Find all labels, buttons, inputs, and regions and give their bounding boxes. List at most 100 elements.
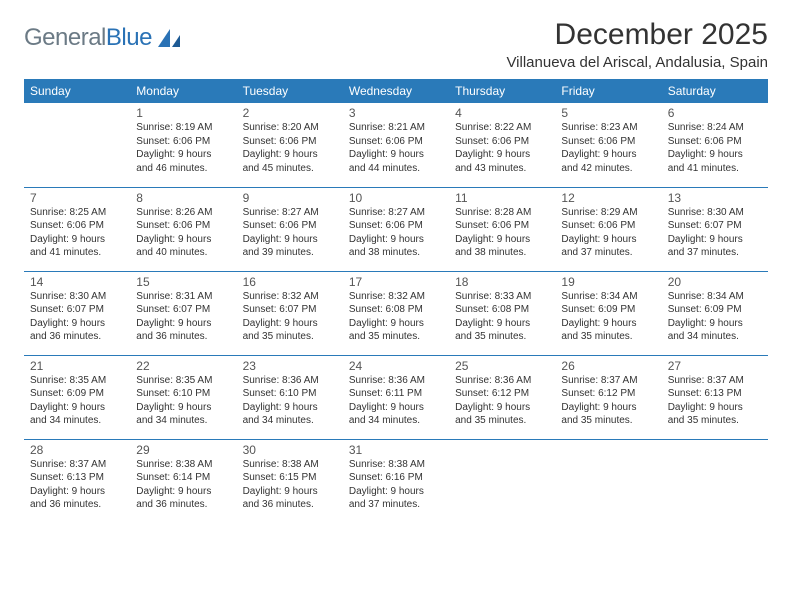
day-number: 26 [561,359,655,373]
calendar-day-cell: 21Sunrise: 8:35 AMSunset: 6:09 PMDayligh… [24,355,130,439]
day-number: 30 [243,443,337,457]
day-number: 31 [349,443,443,457]
day-number: 22 [136,359,230,373]
calendar-day-cell: 8Sunrise: 8:26 AMSunset: 6:06 PMDaylight… [130,187,236,271]
day-number: 13 [668,191,762,205]
day-number: 16 [243,275,337,289]
day-info: Sunrise: 8:24 AMSunset: 6:06 PMDaylight:… [668,121,762,175]
day-info: Sunrise: 8:36 AMSunset: 6:12 PMDaylight:… [455,374,549,428]
weekday-header: Thursday [449,79,555,103]
calendar-day-cell: 14Sunrise: 8:30 AMSunset: 6:07 PMDayligh… [24,271,130,355]
day-number: 24 [349,359,443,373]
day-info: Sunrise: 8:30 AMSunset: 6:07 PMDaylight:… [668,206,762,260]
page-title: December 2025 [506,18,768,52]
day-info: Sunrise: 8:28 AMSunset: 6:06 PMDaylight:… [455,206,549,260]
calendar-week-row: 28Sunrise: 8:37 AMSunset: 6:13 PMDayligh… [24,439,768,523]
logo-word-1: General [24,24,106,51]
weekday-header: Saturday [662,79,768,103]
day-number: 3 [349,106,443,120]
day-info: Sunrise: 8:37 AMSunset: 6:12 PMDaylight:… [561,374,655,428]
calendar-day-cell: 19Sunrise: 8:34 AMSunset: 6:09 PMDayligh… [555,271,661,355]
calendar-day-cell: 6Sunrise: 8:24 AMSunset: 6:06 PMDaylight… [662,103,768,187]
day-number: 27 [668,359,762,373]
calendar-day-cell: 29Sunrise: 8:38 AMSunset: 6:14 PMDayligh… [130,439,236,523]
day-number: 8 [136,191,230,205]
day-number: 15 [136,275,230,289]
weekday-header: Friday [555,79,661,103]
day-info: Sunrise: 8:32 AMSunset: 6:07 PMDaylight:… [243,290,337,344]
calendar-day-cell [662,439,768,523]
day-info: Sunrise: 8:35 AMSunset: 6:09 PMDaylight:… [30,374,124,428]
location-text: Villanueva del Ariscal, Andalusia, Spain [506,54,768,71]
day-number: 2 [243,106,337,120]
day-number: 18 [455,275,549,289]
day-info: Sunrise: 8:34 AMSunset: 6:09 PMDaylight:… [668,290,762,344]
day-info: Sunrise: 8:37 AMSunset: 6:13 PMDaylight:… [668,374,762,428]
day-number: 17 [349,275,443,289]
day-info: Sunrise: 8:34 AMSunset: 6:09 PMDaylight:… [561,290,655,344]
weekday-header: Wednesday [343,79,449,103]
day-number: 25 [455,359,549,373]
day-info: Sunrise: 8:36 AMSunset: 6:10 PMDaylight:… [243,374,337,428]
day-info: Sunrise: 8:36 AMSunset: 6:11 PMDaylight:… [349,374,443,428]
day-number: 7 [30,191,124,205]
calendar-day-cell: 24Sunrise: 8:36 AMSunset: 6:11 PMDayligh… [343,355,449,439]
calendar-day-cell: 25Sunrise: 8:36 AMSunset: 6:12 PMDayligh… [449,355,555,439]
logo-text: GeneralBlue [24,24,152,52]
day-info: Sunrise: 8:30 AMSunset: 6:07 PMDaylight:… [30,290,124,344]
calendar-week-row: 21Sunrise: 8:35 AMSunset: 6:09 PMDayligh… [24,355,768,439]
calendar-week-row: 7Sunrise: 8:25 AMSunset: 6:06 PMDaylight… [24,187,768,271]
calendar-day-cell: 13Sunrise: 8:30 AMSunset: 6:07 PMDayligh… [662,187,768,271]
calendar-body: 1Sunrise: 8:19 AMSunset: 6:06 PMDaylight… [24,103,768,523]
day-number: 1 [136,106,230,120]
calendar-day-cell [555,439,661,523]
calendar-day-cell [24,103,130,187]
logo-word-2: Blue [106,24,152,51]
calendar-day-cell: 28Sunrise: 8:37 AMSunset: 6:13 PMDayligh… [24,439,130,523]
calendar-day-cell: 9Sunrise: 8:27 AMSunset: 6:06 PMDaylight… [237,187,343,271]
day-number: 12 [561,191,655,205]
day-info: Sunrise: 8:27 AMSunset: 6:06 PMDaylight:… [243,206,337,260]
calendar-day-cell: 10Sunrise: 8:27 AMSunset: 6:06 PMDayligh… [343,187,449,271]
day-info: Sunrise: 8:38 AMSunset: 6:16 PMDaylight:… [349,458,443,512]
calendar-day-cell: 26Sunrise: 8:37 AMSunset: 6:12 PMDayligh… [555,355,661,439]
calendar-day-cell: 11Sunrise: 8:28 AMSunset: 6:06 PMDayligh… [449,187,555,271]
calendar-day-cell: 7Sunrise: 8:25 AMSunset: 6:06 PMDaylight… [24,187,130,271]
calendar-day-cell: 4Sunrise: 8:22 AMSunset: 6:06 PMDaylight… [449,103,555,187]
calendar-day-cell: 23Sunrise: 8:36 AMSunset: 6:10 PMDayligh… [237,355,343,439]
day-info: Sunrise: 8:32 AMSunset: 6:08 PMDaylight:… [349,290,443,344]
calendar-day-cell: 20Sunrise: 8:34 AMSunset: 6:09 PMDayligh… [662,271,768,355]
calendar-day-cell: 22Sunrise: 8:35 AMSunset: 6:10 PMDayligh… [130,355,236,439]
page-header: GeneralBlue December 2025 Villanueva del… [24,18,768,71]
day-info: Sunrise: 8:20 AMSunset: 6:06 PMDaylight:… [243,121,337,175]
calendar-day-cell: 18Sunrise: 8:33 AMSunset: 6:08 PMDayligh… [449,271,555,355]
day-info: Sunrise: 8:29 AMSunset: 6:06 PMDaylight:… [561,206,655,260]
day-info: Sunrise: 8:38 AMSunset: 6:15 PMDaylight:… [243,458,337,512]
calendar-day-cell: 2Sunrise: 8:20 AMSunset: 6:06 PMDaylight… [237,103,343,187]
calendar-head: SundayMondayTuesdayWednesdayThursdayFrid… [24,79,768,103]
day-number: 14 [30,275,124,289]
calendar-page: GeneralBlue December 2025 Villanueva del… [0,0,792,541]
day-number: 21 [30,359,124,373]
day-info: Sunrise: 8:35 AMSunset: 6:10 PMDaylight:… [136,374,230,428]
calendar-day-cell: 12Sunrise: 8:29 AMSunset: 6:06 PMDayligh… [555,187,661,271]
sail-icon [156,27,182,49]
calendar-day-cell: 27Sunrise: 8:37 AMSunset: 6:13 PMDayligh… [662,355,768,439]
calendar-day-cell: 16Sunrise: 8:32 AMSunset: 6:07 PMDayligh… [237,271,343,355]
calendar-week-row: 1Sunrise: 8:19 AMSunset: 6:06 PMDaylight… [24,103,768,187]
calendar-table: SundayMondayTuesdayWednesdayThursdayFrid… [24,79,768,523]
weekday-header: Tuesday [237,79,343,103]
day-info: Sunrise: 8:31 AMSunset: 6:07 PMDaylight:… [136,290,230,344]
day-info: Sunrise: 8:26 AMSunset: 6:06 PMDaylight:… [136,206,230,260]
day-info: Sunrise: 8:33 AMSunset: 6:08 PMDaylight:… [455,290,549,344]
calendar-day-cell: 30Sunrise: 8:38 AMSunset: 6:15 PMDayligh… [237,439,343,523]
calendar-day-cell: 15Sunrise: 8:31 AMSunset: 6:07 PMDayligh… [130,271,236,355]
day-number: 20 [668,275,762,289]
day-number: 10 [349,191,443,205]
day-number: 19 [561,275,655,289]
day-number: 11 [455,191,549,205]
day-number: 4 [455,106,549,120]
day-info: Sunrise: 8:23 AMSunset: 6:06 PMDaylight:… [561,121,655,175]
weekday-header-row: SundayMondayTuesdayWednesdayThursdayFrid… [24,79,768,103]
calendar-day-cell: 17Sunrise: 8:32 AMSunset: 6:08 PMDayligh… [343,271,449,355]
